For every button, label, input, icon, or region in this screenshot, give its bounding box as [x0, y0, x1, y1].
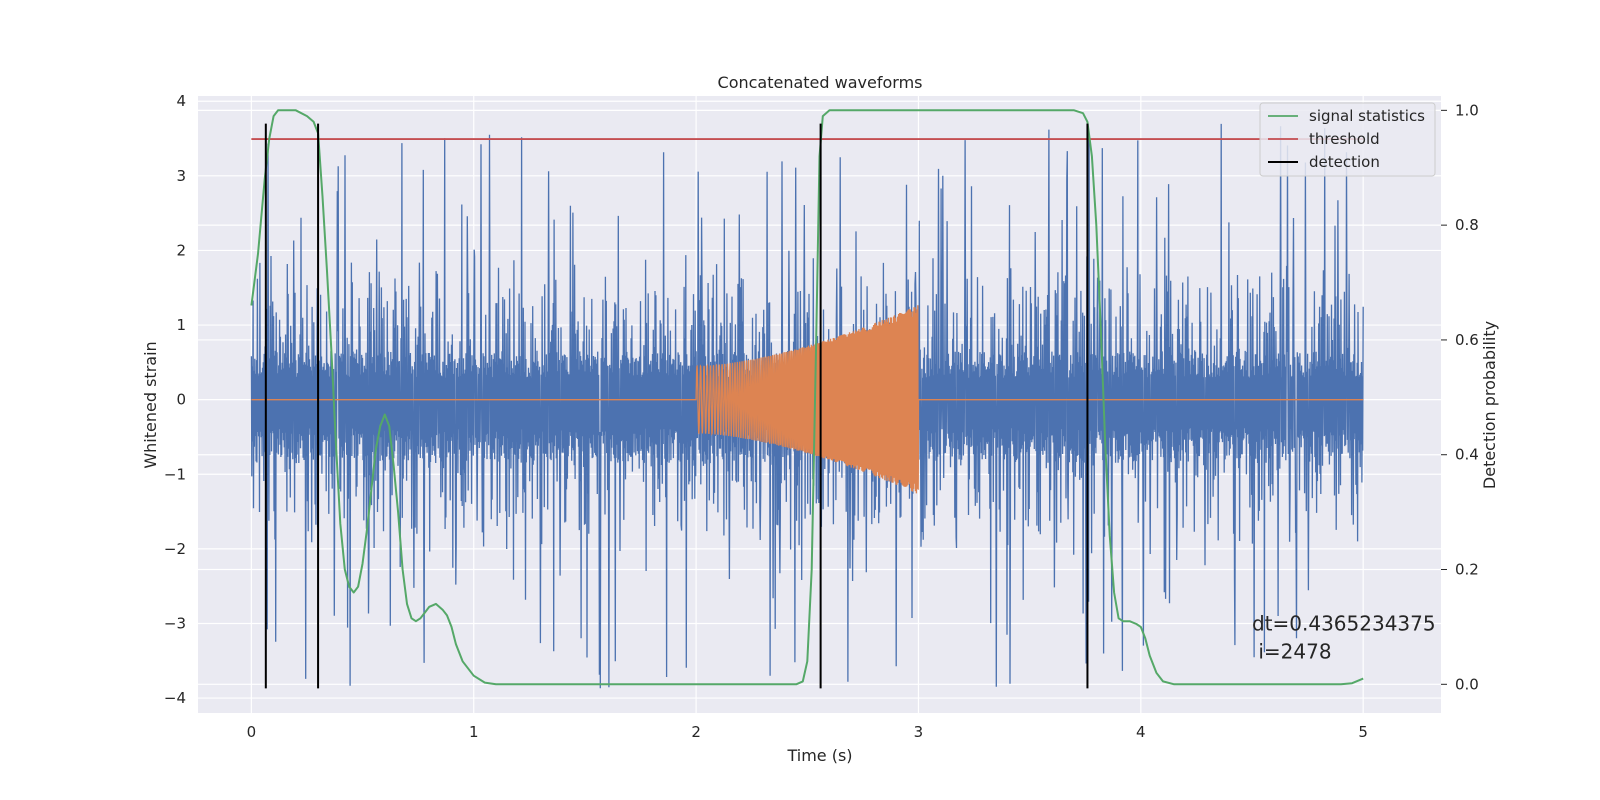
y-axis-label-right: Detection probability: [1480, 321, 1499, 489]
chart-title: Concatenated waveforms: [718, 73, 923, 92]
y-tick-label-left: 2: [176, 241, 186, 259]
legend-label-detection: detection: [1309, 153, 1380, 171]
y-tick-label-right: 1.0: [1455, 101, 1479, 119]
y-axis-label-left: Whitened strain: [141, 341, 160, 468]
y-tick-label-left: −3: [164, 614, 186, 632]
x-tick-label: 0: [247, 723, 257, 741]
x-tick-label: 3: [914, 723, 924, 741]
x-tick-label: 5: [1358, 723, 1368, 741]
y-tick-label-left: −4: [164, 689, 186, 707]
x-tick-label: 2: [691, 723, 701, 741]
plot-area: [250, 109, 1364, 689]
legend-box: [1259, 102, 1436, 177]
annotation-dt: dt=0.4365234375: [1252, 611, 1436, 635]
strain-line: [250, 123, 1364, 689]
y-tick-label-right: 0.4: [1455, 446, 1479, 464]
legend-label-signal-statistics: signal statistics: [1309, 107, 1425, 125]
y-tick-label-right: 0.8: [1455, 216, 1479, 234]
injection-line: [251, 305, 1364, 494]
legend: signal statistics threshold detection: [1259, 102, 1436, 177]
y-tick-label-left: 0: [176, 391, 186, 409]
y-tick-label-right: 0.6: [1455, 331, 1479, 349]
y-tick-label-left: 1: [176, 316, 186, 334]
signal-statistics-line: [250, 109, 1364, 686]
x-tick-label: 4: [1136, 723, 1146, 741]
y-tick-label-right: 0.0: [1455, 675, 1479, 693]
y-tick-label-left: −2: [164, 540, 186, 558]
x-axis-label: Time (s): [786, 746, 852, 765]
y-tick-label-right: 0.2: [1455, 561, 1479, 579]
annotation-index: i=2478: [1252, 639, 1332, 663]
x-tick-label: 1: [469, 723, 479, 741]
legend-label-threshold: threshold: [1309, 130, 1380, 148]
y-tick-label-left: −1: [164, 465, 186, 483]
y-tick-label-left: 4: [176, 92, 186, 110]
ticks: 0 1 2 3 4 5 −4 −3 −2 −1 0 1 2 3 4 0.0 0.2 0.4 0.6 0.8 1.0: [164, 92, 1479, 741]
y-tick-label-left: 3: [176, 167, 186, 185]
